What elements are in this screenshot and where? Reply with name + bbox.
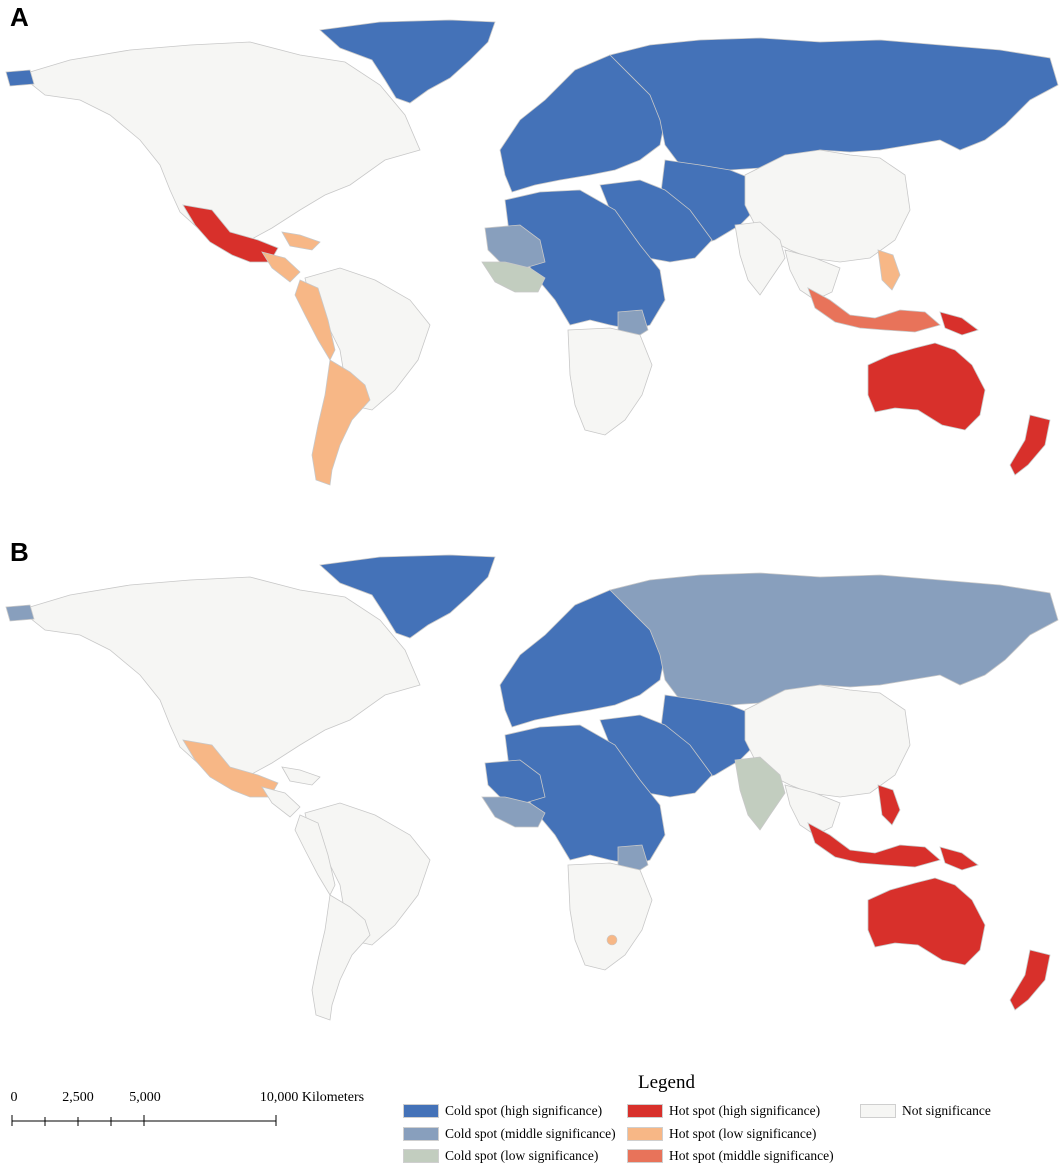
region-greenland-b — [319, 554, 496, 639]
region-central-america-b — [261, 786, 301, 818]
legend-swatch-hot-middle — [627, 1149, 663, 1163]
region-west-africa-sahel-a — [484, 224, 546, 269]
region-north-america-b — [19, 576, 421, 781]
legend-swatch-not-significance — [860, 1104, 896, 1118]
region-alaska-tip-b — [5, 604, 35, 622]
region-new-zealand-a — [1009, 414, 1051, 476]
legend-swatch-cold-middle — [403, 1127, 439, 1141]
region-russia-a — [609, 37, 1059, 173]
scale-tick-10000: 10,000 Kilometers — [259, 1090, 365, 1105]
region-north-america-a — [19, 41, 421, 246]
legend-swatch-cold-high — [403, 1104, 439, 1118]
region-png-b — [939, 846, 979, 871]
region-new-zealand-b — [1009, 949, 1051, 1011]
region-indonesia-a — [807, 287, 941, 333]
region-australia-a — [867, 342, 986, 431]
legend: Legend Cold spot (high significance) Col… — [400, 1072, 1063, 1172]
legend-swatch-hot-high — [627, 1104, 663, 1118]
legend-label-hot-middle: Hot spot (middle significance) — [669, 1148, 834, 1163]
legend-title: Legend — [638, 1072, 695, 1093]
legend-item-cold-low: Cold spot (low significance) — [403, 1147, 598, 1165]
legend-swatch-hot-low — [627, 1127, 663, 1141]
region-europe-a — [499, 54, 666, 193]
panel-label-b: B — [10, 537, 29, 567]
legend-item-not-significance: Not significance — [860, 1102, 991, 1120]
region-west-africa-coast-a — [481, 261, 546, 293]
region-west-africa-sahel-b — [484, 759, 546, 804]
legend-label-hot-high: Hot spot (high significance) — [669, 1103, 821, 1118]
region-australia-b — [867, 877, 986, 966]
legend-item-hot-low: Hot spot (low significance) — [627, 1125, 816, 1143]
region-west-africa-coast-b — [481, 796, 546, 828]
legend-label-cold-low: Cold spot (low significance) — [445, 1148, 599, 1163]
region-argentina-b — [311, 894, 371, 1021]
region-caribbean-a — [281, 231, 321, 251]
legend-label-cold-high: Cold spot (high significance) — [445, 1103, 603, 1118]
region-philippines-b — [877, 784, 901, 826]
region-southern-africa-b — [567, 862, 653, 971]
legend-item-cold-middle: Cold spot (middle significance) — [403, 1125, 616, 1143]
region-greenland-a — [319, 19, 496, 104]
legend-label-not-significance: Not significance — [902, 1103, 991, 1118]
legend-item-cold-high: Cold spot (high significance) — [403, 1102, 602, 1120]
world-map-a — [5, 19, 1059, 486]
region-indonesia-b — [807, 822, 941, 868]
world-map-b — [5, 554, 1059, 1021]
region-south-africa-spot-b — [606, 934, 618, 946]
region-russia-b — [609, 572, 1059, 708]
panel-label-a: A — [10, 2, 29, 32]
region-png-a — [939, 311, 979, 336]
scale-tick-2500: 2,500 — [62, 1090, 94, 1105]
legend-label-cold-middle: Cold spot (middle significance) — [445, 1126, 616, 1141]
legend-swatch-cold-low — [403, 1149, 439, 1163]
scale-bar-line — [11, 1115, 277, 1126]
scale-tick-5000: 5,000 — [129, 1090, 161, 1105]
region-central-america-a — [261, 251, 301, 283]
region-india-b — [734, 756, 786, 831]
region-europe-b — [499, 589, 666, 728]
map-panel-b: B — [0, 535, 1063, 1055]
scale-bar: 0 2,500 5,000 10,000 Kilometers — [0, 1090, 380, 1140]
region-philippines-a — [877, 249, 901, 291]
legend-item-hot-high: Hot spot (high significance) — [627, 1102, 820, 1120]
region-india-a — [734, 221, 786, 296]
scale-tick-0: 0 — [10, 1090, 18, 1105]
map-panel-a: A — [0, 0, 1063, 520]
legend-label-hot-low: Hot spot (low significance) — [669, 1126, 817, 1141]
region-caribbean-b — [281, 766, 321, 786]
region-argentina-a — [311, 359, 371, 486]
legend-item-hot-middle: Hot spot (middle significance) — [627, 1147, 834, 1165]
region-alaska-tip-a — [5, 69, 35, 87]
region-southern-africa-a — [567, 327, 653, 436]
